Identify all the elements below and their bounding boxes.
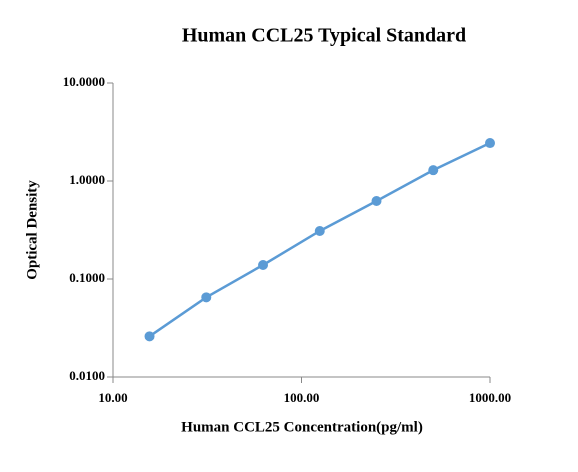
data-point — [201, 292, 212, 303]
x-tick-label: 1000.00 — [469, 390, 511, 405]
x-tick-label: 100.00 — [284, 390, 320, 405]
y-tick-label: 0.0100 — [69, 368, 105, 383]
data-point — [314, 225, 325, 236]
x-tick-label: 10.00 — [98, 390, 127, 405]
x-axis-label: Human CCL25 Concentration(pg/ml) — [181, 419, 423, 435]
data-line — [148, 141, 491, 338]
data-point — [371, 196, 382, 207]
data-point — [144, 331, 155, 342]
data-point — [428, 165, 439, 176]
data-point — [258, 259, 269, 270]
chart-title: Human CCL25 Typical Standard — [182, 25, 466, 47]
y-tick-label: 0.1000 — [69, 270, 105, 285]
y-tick-label: 10.0000 — [63, 74, 105, 89]
data-point — [485, 138, 495, 149]
y-axis-label: Optical Density — [24, 180, 40, 280]
y-tick-label: 1.0000 — [69, 172, 105, 187]
